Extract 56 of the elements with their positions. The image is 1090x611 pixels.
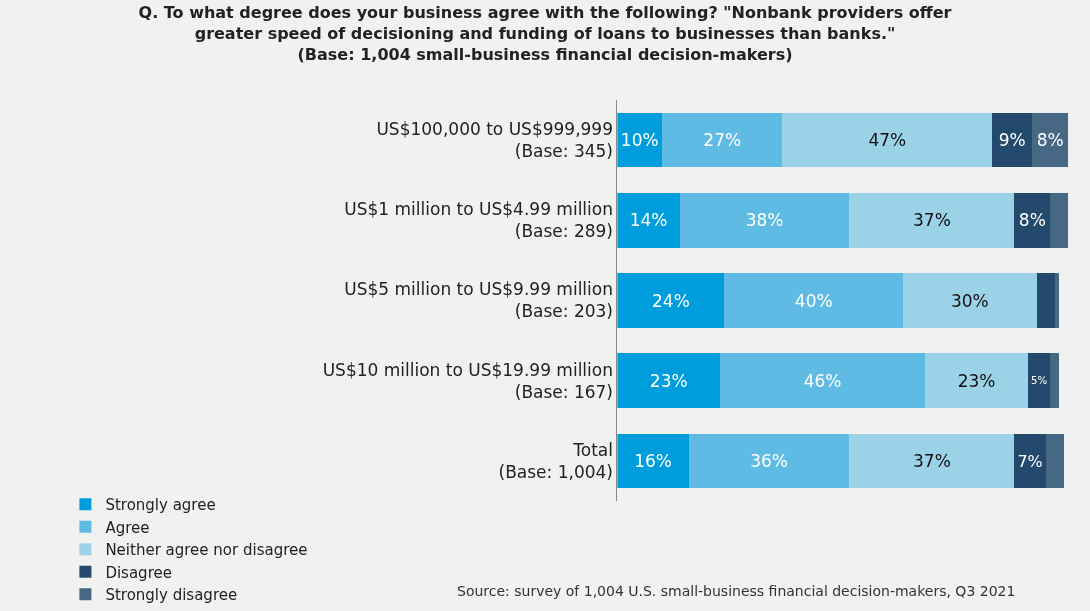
bar bbox=[679, 193, 850, 248]
bar bbox=[617, 193, 680, 248]
bar bbox=[688, 433, 850, 489]
y-tick-label: US$10 million to US$19.99 million (Base: 167) bbox=[322, 359, 613, 402]
y-tick-label: US$1 million to US$4.99 million (Base: 289) bbox=[344, 199, 613, 242]
bar bbox=[617, 353, 721, 408]
bar bbox=[1045, 433, 1064, 489]
data-label: 9% bbox=[998, 130, 1026, 151]
data-label: 14% bbox=[629, 210, 668, 231]
legend-label: Neither agree nor disagree bbox=[105, 541, 308, 560]
bar bbox=[1032, 112, 1068, 168]
bar bbox=[925, 353, 1028, 408]
y-tick-label: US$5 million to US$9.99 million (Base: 203) bbox=[344, 279, 613, 322]
bar bbox=[617, 273, 725, 328]
data-label: 46% bbox=[803, 370, 842, 391]
source-note: Source: survey of 1,004 U.S. small-business financial decision-makers, Q3 2021 bbox=[457, 583, 1016, 599]
bar bbox=[720, 353, 926, 408]
data-label: 30% bbox=[950, 290, 989, 311]
bar bbox=[1050, 193, 1068, 248]
bar bbox=[782, 112, 993, 168]
legend-label: Strongly agree bbox=[105, 496, 216, 515]
bar bbox=[1036, 273, 1055, 328]
bar bbox=[1054, 273, 1060, 328]
bar bbox=[1014, 433, 1046, 489]
y-tick-label: Total (Base: 1,004) bbox=[498, 439, 613, 482]
data-label: 23% bbox=[649, 370, 688, 391]
data-label: 37% bbox=[913, 450, 951, 471]
bar bbox=[617, 433, 689, 489]
data-label: 47% bbox=[868, 130, 907, 151]
data-label: 40% bbox=[794, 290, 833, 311]
data-label: 36% bbox=[750, 450, 788, 471]
data-label: 7% bbox=[1017, 451, 1043, 471]
data-label: 38% bbox=[745, 210, 784, 231]
bar bbox=[1050, 353, 1060, 408]
bar bbox=[1027, 353, 1051, 408]
data-label: 8% bbox=[1018, 210, 1046, 231]
data-label: 5% bbox=[1030, 374, 1048, 387]
bar bbox=[849, 433, 1015, 489]
chart-title: Q. To what degree does your business agree with the following? "Nonbank providers offer greater speed of decisioning and funding of loans to businesses than banks." (Base: 1,004 small-business financial decision-makers) bbox=[138, 3, 952, 64]
legend-label: Disagree bbox=[105, 563, 172, 582]
bar bbox=[849, 193, 1015, 248]
data-label: 24% bbox=[652, 290, 690, 311]
bar bbox=[724, 273, 903, 328]
bar bbox=[902, 273, 1037, 328]
data-label: 27% bbox=[703, 130, 742, 151]
data-label: 8% bbox=[1036, 130, 1064, 151]
legend-label: Strongly disagree bbox=[105, 586, 238, 605]
data-label: 23% bbox=[957, 370, 996, 391]
bar bbox=[662, 112, 783, 168]
bar bbox=[992, 112, 1033, 168]
data-label: 37% bbox=[913, 210, 951, 231]
legend-label: Agree bbox=[105, 518, 150, 537]
data-label: 16% bbox=[634, 450, 672, 471]
bar bbox=[1014, 193, 1051, 248]
data-label: 10% bbox=[620, 130, 659, 151]
y-tick-label: US$100,000 to US$999,999 (Base: 345) bbox=[376, 119, 613, 162]
